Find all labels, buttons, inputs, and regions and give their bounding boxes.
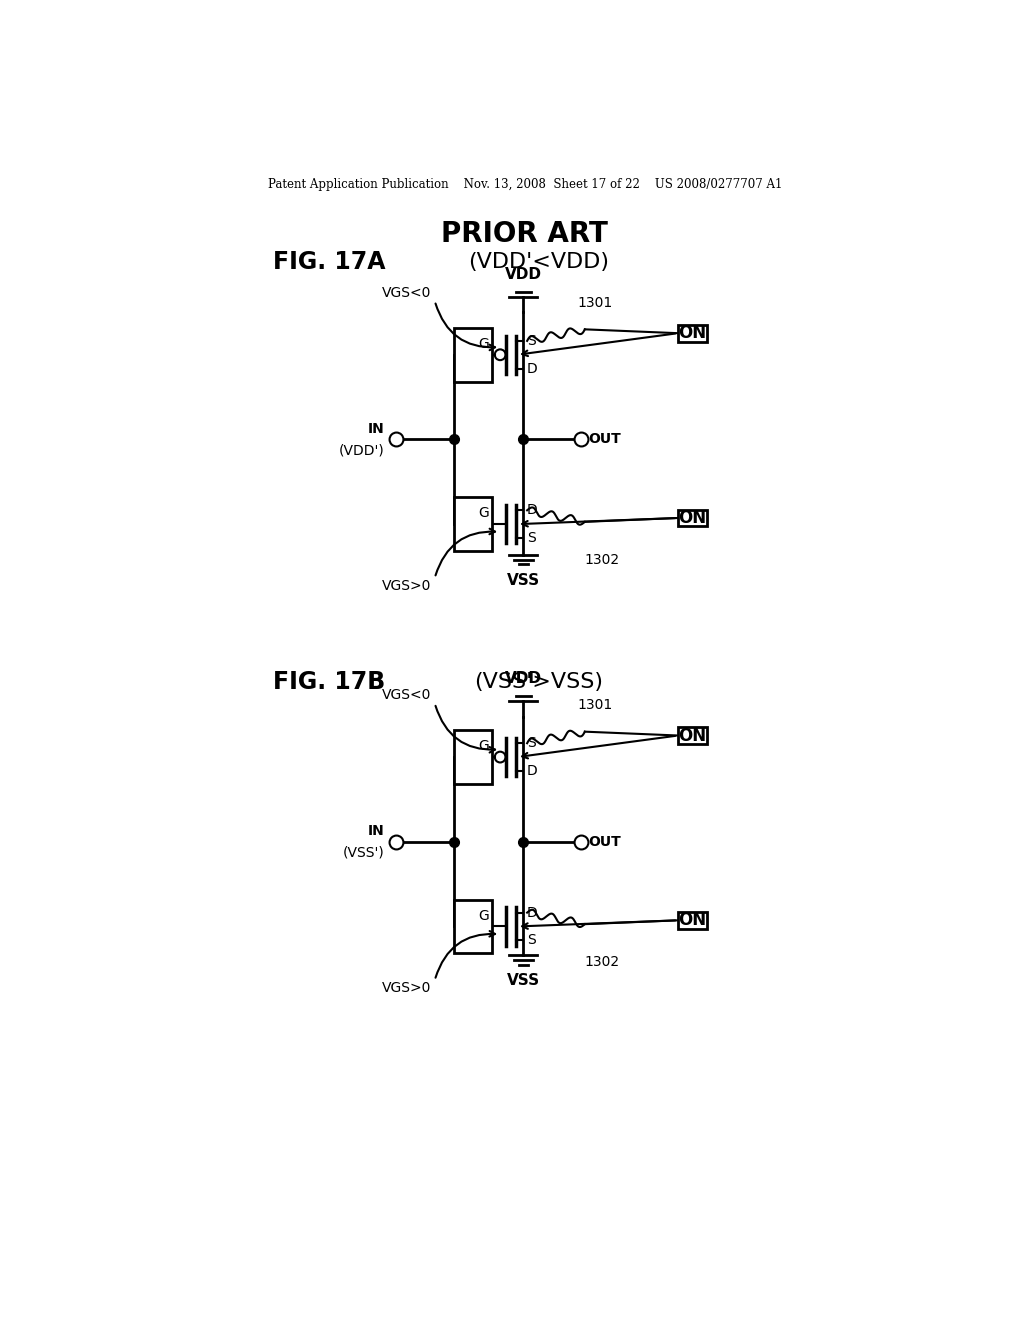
Text: Patent Application Publication    Nov. 13, 2008  Sheet 17 of 22    US 2008/02777: Patent Application Publication Nov. 13, …: [267, 178, 782, 190]
Text: VDD: VDD: [505, 671, 542, 686]
Text: OUT: OUT: [589, 834, 622, 849]
Text: IN: IN: [368, 824, 385, 838]
Bar: [678, 727, 708, 744]
Text: (VSS'): (VSS'): [343, 846, 385, 859]
Bar: [454, 899, 493, 953]
Bar: [454, 730, 493, 784]
Text: G: G: [478, 507, 488, 520]
Text: IN: IN: [368, 421, 385, 436]
Text: VGS>0: VGS>0: [382, 578, 431, 593]
Bar: [678, 325, 708, 342]
Text: 1301: 1301: [578, 698, 612, 713]
Text: G: G: [478, 337, 488, 351]
Text: ON: ON: [679, 726, 707, 744]
Text: VGS<0: VGS<0: [382, 689, 431, 702]
Bar: [454, 498, 493, 552]
Text: S: S: [527, 531, 536, 545]
Text: VSS: VSS: [507, 573, 540, 587]
Text: VGS<0: VGS<0: [382, 286, 431, 300]
Text: (VSS'>VSS): (VSS'>VSS): [474, 672, 603, 692]
Text: G: G: [478, 739, 488, 754]
Text: 1302: 1302: [585, 553, 620, 566]
Text: D: D: [527, 906, 538, 920]
Text: FIG. 17A: FIG. 17A: [273, 251, 385, 275]
Bar: [678, 912, 708, 929]
Text: S: S: [527, 334, 536, 348]
Text: D: D: [527, 503, 538, 517]
Text: D: D: [527, 764, 538, 777]
Text: OUT: OUT: [589, 433, 622, 446]
Text: 1301: 1301: [578, 296, 612, 310]
Bar: [454, 327, 493, 381]
Text: D: D: [527, 362, 538, 376]
Text: (VDD'<VDD): (VDD'<VDD): [468, 252, 609, 272]
Text: G: G: [478, 908, 488, 923]
Text: 1302: 1302: [585, 954, 620, 969]
Text: FIG. 17B: FIG. 17B: [273, 671, 385, 694]
Text: VDD: VDD: [505, 267, 542, 281]
Text: VGS>0: VGS>0: [382, 981, 431, 995]
Text: VSS: VSS: [507, 973, 540, 989]
Text: ON: ON: [679, 325, 707, 342]
Text: ON: ON: [679, 911, 707, 929]
Text: ON: ON: [679, 510, 707, 527]
Text: (VDD'): (VDD'): [339, 444, 385, 457]
Text: S: S: [527, 737, 536, 750]
Bar: [678, 510, 708, 527]
Text: PRIOR ART: PRIOR ART: [441, 220, 608, 248]
Text: S: S: [527, 933, 536, 948]
